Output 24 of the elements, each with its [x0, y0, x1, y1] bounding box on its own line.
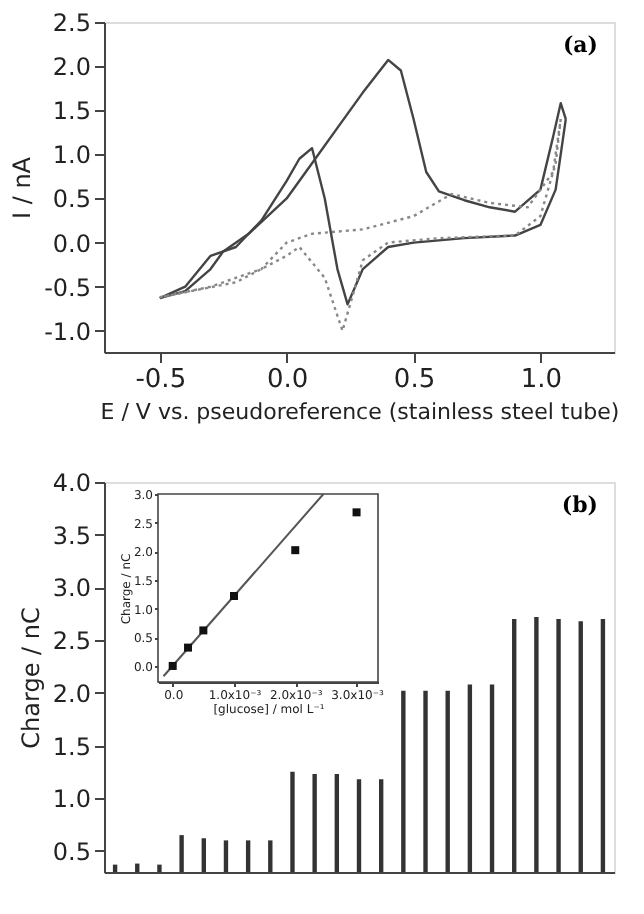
x-tick-label: 1.0 — [520, 365, 563, 395]
y-tick-label: 2.0 — [52, 679, 91, 708]
y-tick-label: 1.5 — [52, 97, 91, 126]
y-tick-label: 0.5 — [52, 185, 91, 214]
y-tick-label: 1.0 — [52, 141, 91, 170]
x-axis-title: E / V vs. pseudoreference (stainless steel tube) — [100, 399, 620, 425]
y-tick-label: 1.5 — [52, 732, 91, 761]
x-tick-label: 0.5 — [393, 365, 436, 395]
y-tick-label: 2.5 — [52, 9, 91, 37]
y-tick-label: 2.5 — [52, 627, 91, 656]
y-axis-title: I / nA — [8, 155, 37, 220]
y-tick-label: 0.0 — [52, 229, 91, 258]
y-tick-label: -0.5 — [44, 273, 91, 302]
annotation: (b) — [561, 492, 598, 518]
y-tick-label: 0.5 — [52, 837, 91, 866]
y-axis-title: Charge / nC — [16, 607, 45, 749]
annotation: (a) — [562, 32, 598, 58]
y-tick-label: 4.0 — [52, 469, 91, 497]
y-tick-label: 3.0 — [52, 574, 91, 603]
y-tick-label: 1.0 — [52, 785, 91, 814]
y-tick-label: -1.0 — [44, 317, 91, 346]
x-tick-label: 0.0 — [267, 365, 309, 395]
y-tick-label: 2.0 — [52, 53, 91, 82]
y-tick-label: 3.5 — [52, 521, 91, 550]
